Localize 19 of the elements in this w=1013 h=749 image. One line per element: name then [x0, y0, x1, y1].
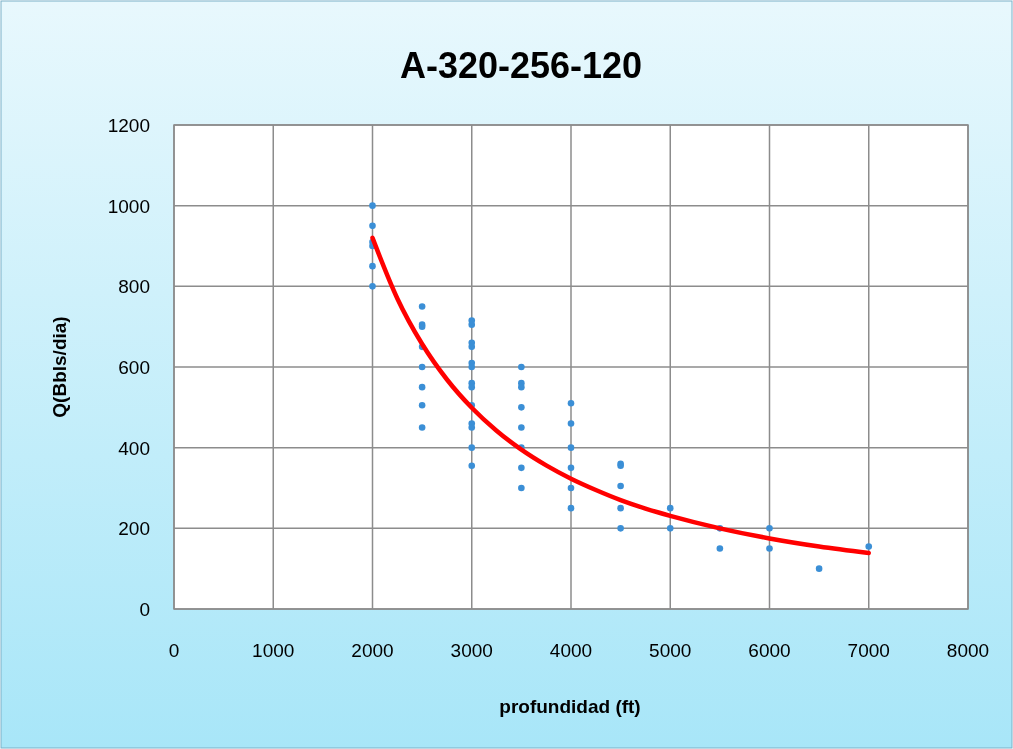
x-tick-label: 4000	[549, 640, 593, 661]
y-tick-label: 0	[139, 599, 150, 620]
y-tick-label: 600	[118, 357, 150, 378]
y-axis-title: Q(Bbls/dia)	[49, 316, 70, 418]
x-tick-label: 8000	[946, 640, 990, 661]
y-tick-label: 400	[118, 437, 150, 459]
x-tick-label: 5000	[649, 640, 692, 661]
x-tick-label: 1000	[252, 640, 295, 661]
x-tick-label: 0	[168, 640, 180, 661]
x-tick-label: 6000	[748, 640, 791, 661]
y-tick-label: 200	[118, 518, 150, 540]
x-tick-label: 2000	[351, 640, 394, 661]
y-tick-label: 1000	[107, 195, 150, 217]
chart-title: A-320-256-120	[399, 45, 643, 86]
x-axis-title: profundidad (ft)	[499, 696, 641, 717]
x-tick-label: 7000	[847, 640, 890, 661]
x-tick-label: 3000	[450, 640, 493, 661]
y-tick-label: 1200	[107, 115, 150, 136]
y-tick-label: 800	[118, 276, 150, 298]
